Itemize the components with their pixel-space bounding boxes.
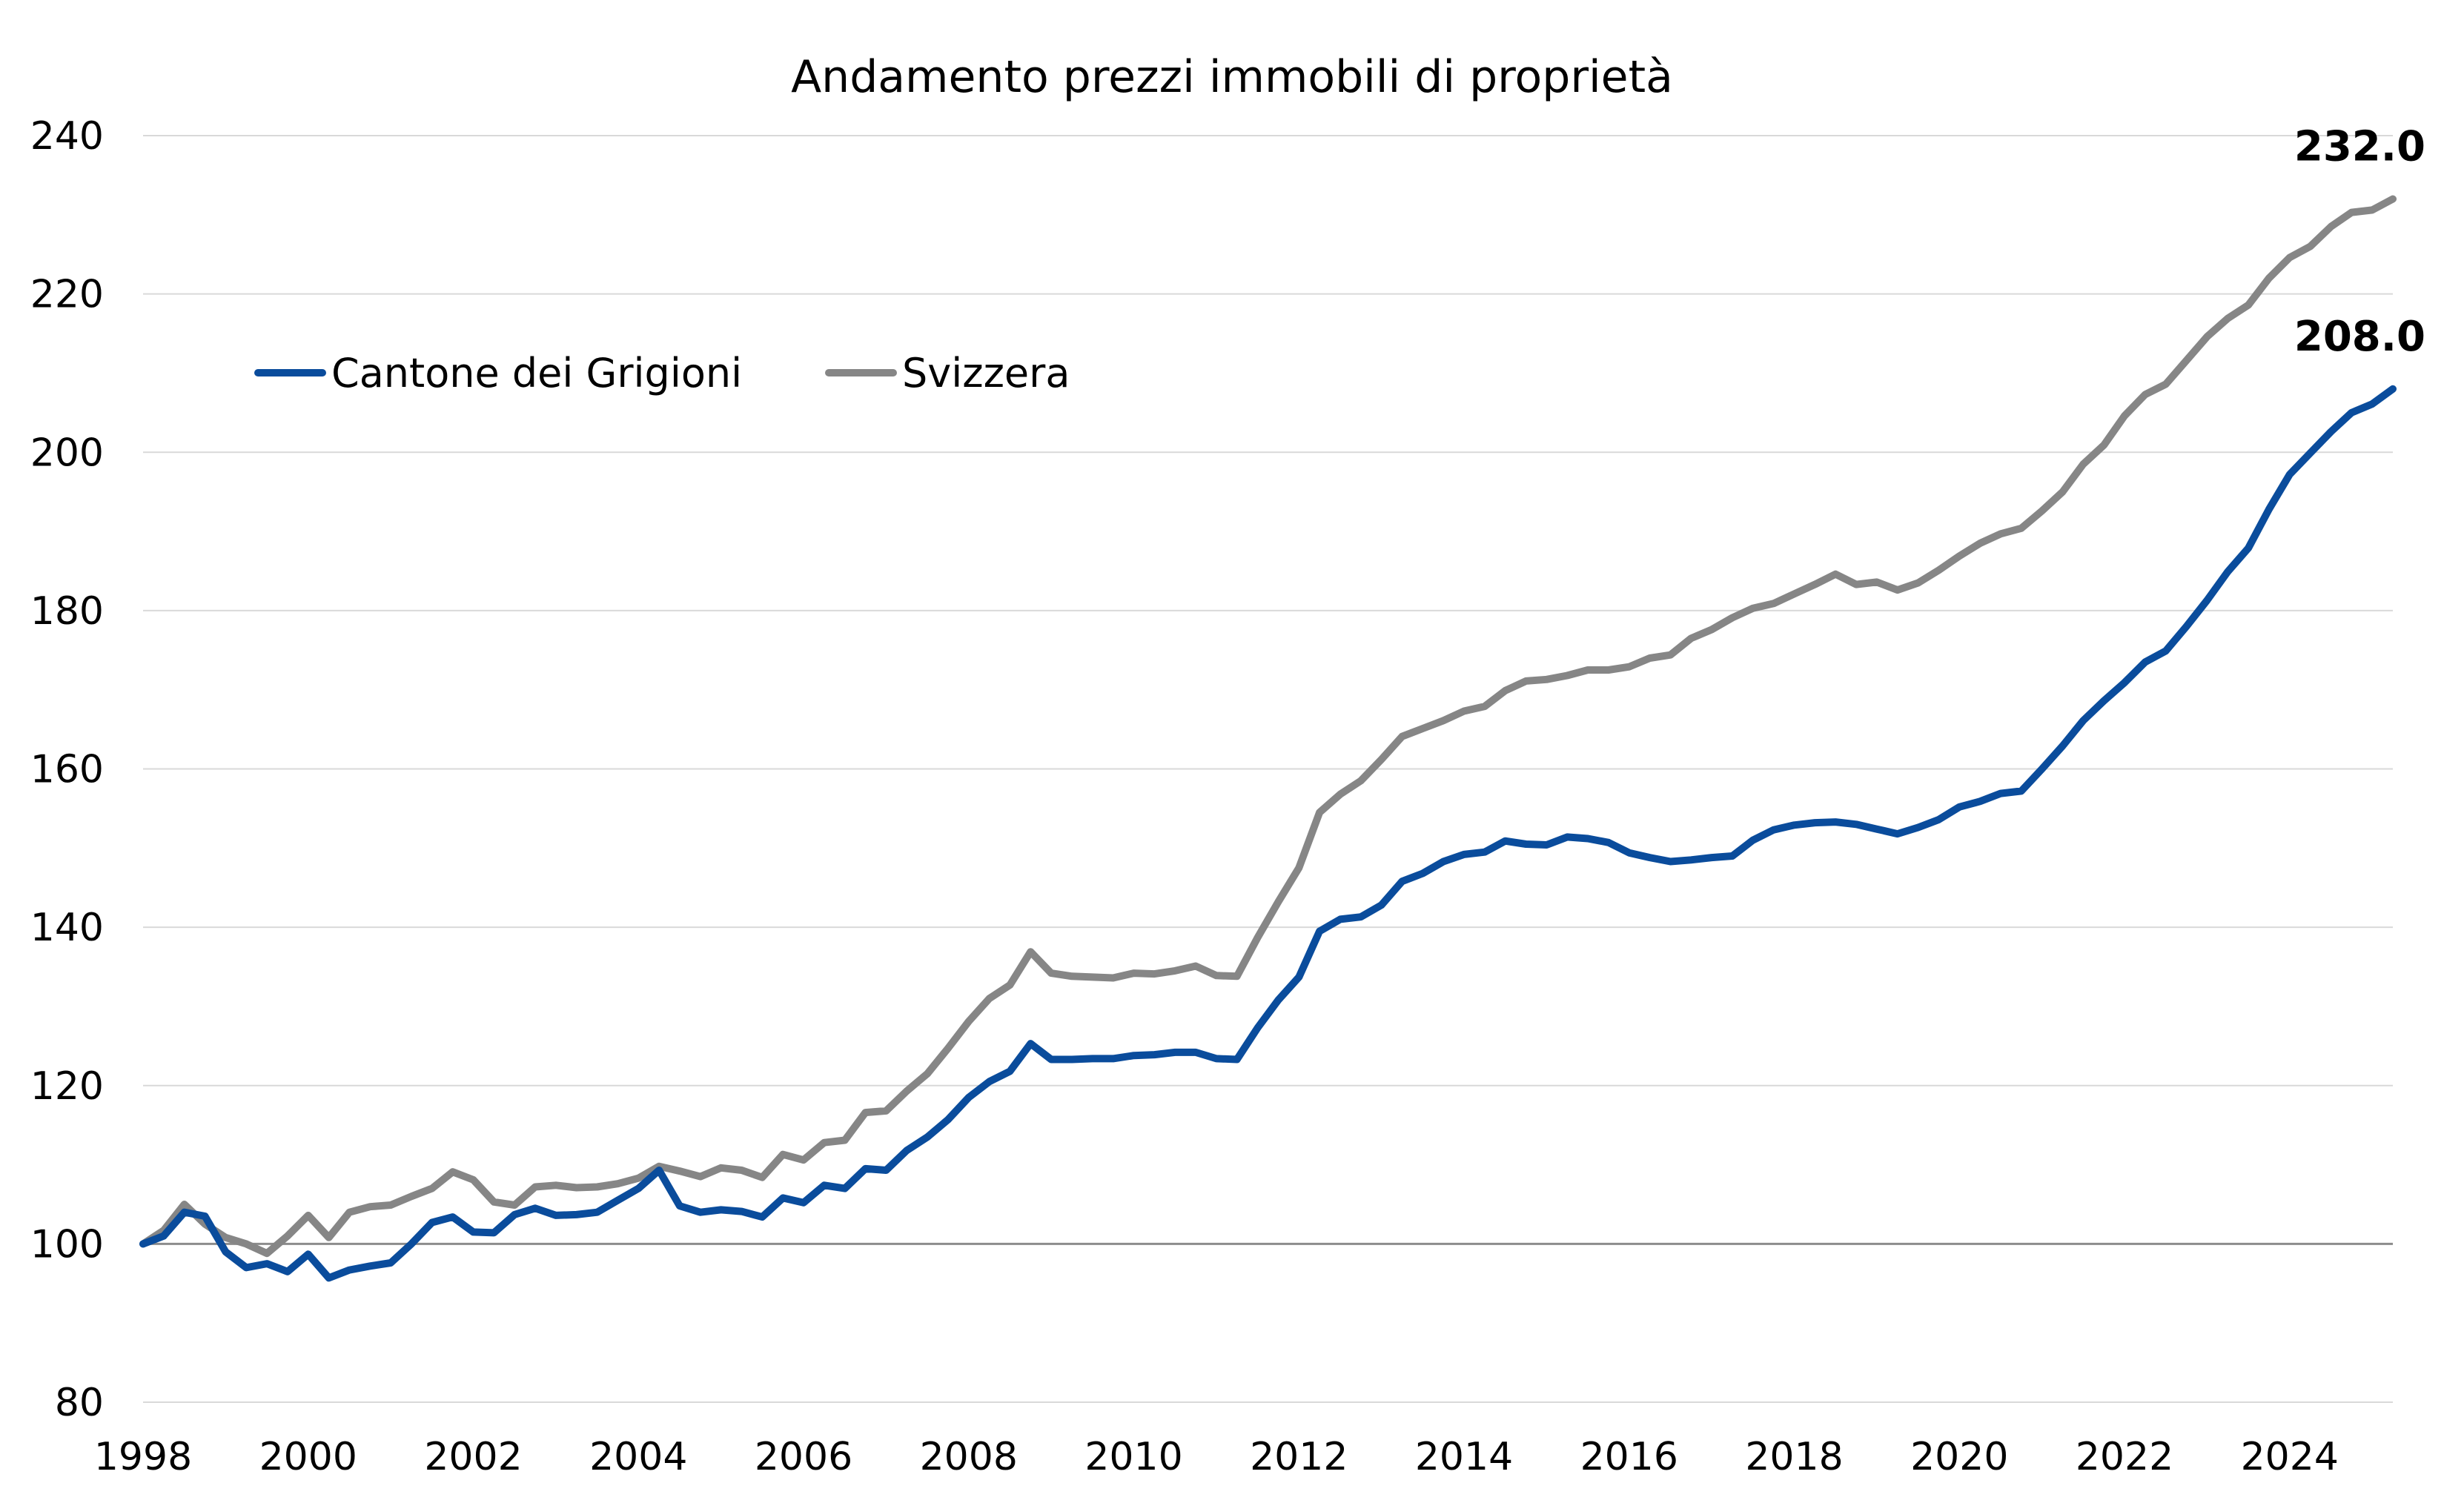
x-tick-label: 2014 — [1415, 1435, 1513, 1479]
x-tick-label: 1998 — [94, 1435, 192, 1479]
legend-item-svizzera: Svizzera — [825, 350, 1070, 397]
x-tick-label: 2000 — [259, 1435, 357, 1479]
x-tick-label: 2008 — [920, 1435, 1018, 1479]
end-value-label: 208.0 — [2294, 313, 2425, 361]
y-tick-label: 120 — [30, 1064, 104, 1109]
x-tick-label: 2002 — [424, 1435, 522, 1479]
end-value-label: 232.0 — [2294, 122, 2425, 170]
legend-label: Svizzera — [902, 350, 1070, 397]
end-labels: 208.0 232.0 — [2294, 122, 2425, 360]
series-lines — [139, 195, 2397, 1282]
y-tick-label: 80 — [55, 1381, 104, 1425]
axes: 80 100 120 140 160 180 200 220 240 1998 2000 2002 20… — [30, 114, 2393, 1479]
x-tick-label: 2024 — [2241, 1435, 2339, 1479]
legend: Cantone dei Grigioni Svizzera — [254, 350, 1070, 397]
x-tick-label: 2018 — [1745, 1435, 1843, 1479]
y-tick-label: 180 — [30, 589, 104, 634]
legend-item-cantone-dei-grigioni: Cantone dei Grigioni — [254, 350, 742, 397]
y-tick-label: 100 — [30, 1222, 104, 1267]
grid-lines — [143, 135, 2393, 1403]
x-tick-label: 2006 — [755, 1435, 852, 1479]
x-tick-label: 2010 — [1084, 1435, 1182, 1479]
chart-title: Andamento prezzi immobili di proprietà — [791, 51, 1673, 103]
x-tick-label: 2004 — [589, 1435, 687, 1479]
x-tick-label: 2016 — [1580, 1435, 1678, 1479]
x-tick-label: 2020 — [1910, 1435, 2008, 1479]
x-tick-label: 2012 — [1250, 1435, 1348, 1479]
y-tick-label: 220 — [30, 273, 104, 317]
series-line-cantone-dei-grigioni — [139, 385, 2397, 1282]
y-tick-label: 200 — [30, 431, 104, 475]
x-tick-label: 2022 — [2076, 1435, 2173, 1479]
legend-label: Cantone dei Grigioni — [331, 350, 742, 397]
y-tick-label: 160 — [30, 748, 104, 792]
y-tick-label: 140 — [30, 906, 104, 950]
y-tick-label: 240 — [30, 114, 104, 159]
series-line-svizzera — [139, 195, 2397, 1258]
